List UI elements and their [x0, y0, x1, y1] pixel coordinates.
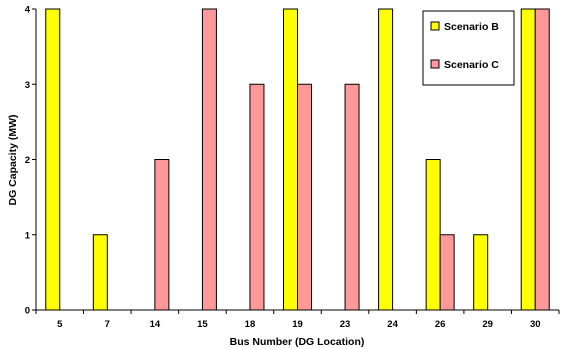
y-tick-label: 4 [25, 5, 31, 16]
x-tick-label: 5 [57, 319, 63, 330]
x-axis-title: Bus Number (DG Location) [230, 336, 365, 348]
bar-scenario-c-bus-26 [439, 234, 455, 311]
x-tick-label: 30 [530, 319, 541, 330]
bar-scenario-b-bus-30 [520, 8, 536, 311]
bar-scenario-b-bus-19 [283, 8, 298, 311]
y-ticks: 0 1 2 3 4 [25, 5, 36, 317]
y-tick-label: 0 [25, 306, 30, 317]
bar-scenario-c-bus-18 [249, 83, 265, 311]
legend-label-scenario-c: Scenario C [444, 59, 499, 71]
x-tick-label: 29 [482, 319, 493, 330]
legend-label-scenario-b: Scenario B [444, 21, 499, 33]
x-ticks: 5 7 14 15 18 19 23 24 26 29 30 [35, 310, 560, 330]
legend-swatch-scenario-b [430, 21, 440, 31]
bar-scenario-c-bus-19 [297, 83, 312, 311]
x-tick-label: 18 [245, 319, 256, 330]
legend-swatch-scenario-c [430, 59, 440, 69]
x-tick-label: 19 [292, 319, 303, 330]
bar-scenario-c-bus-15 [201, 8, 217, 311]
y-tick-label: 2 [25, 155, 30, 166]
x-tick-label: 14 [150, 319, 161, 330]
x-tick-label: 26 [435, 319, 446, 330]
x-tick-label: 15 [197, 319, 208, 330]
y-axis-title: DG Capacity (MW) [7, 114, 19, 205]
bar-scenario-b-bus-24 [378, 8, 394, 311]
bar-scenario-b-bus-5 [45, 8, 61, 311]
bar-scenario-c-bus-14 [154, 159, 170, 311]
bar-scenario-b-bus-26 [425, 159, 441, 311]
x-tick-label: 23 [340, 319, 351, 330]
bar-scenario-c-bus-30 [534, 8, 550, 311]
bar-scenario-b-bus-7 [92, 234, 108, 311]
y-tick-label: 3 [25, 80, 30, 91]
bar-scenario-c-bus-23 [344, 83, 360, 311]
x-tick-label: 24 [387, 319, 398, 330]
x-tick-label: 7 [105, 319, 110, 330]
legend: Scenario B Scenario C [422, 10, 515, 86]
y-tick-label: 1 [25, 230, 31, 241]
bar-scenario-b-bus-29 [473, 234, 489, 311]
